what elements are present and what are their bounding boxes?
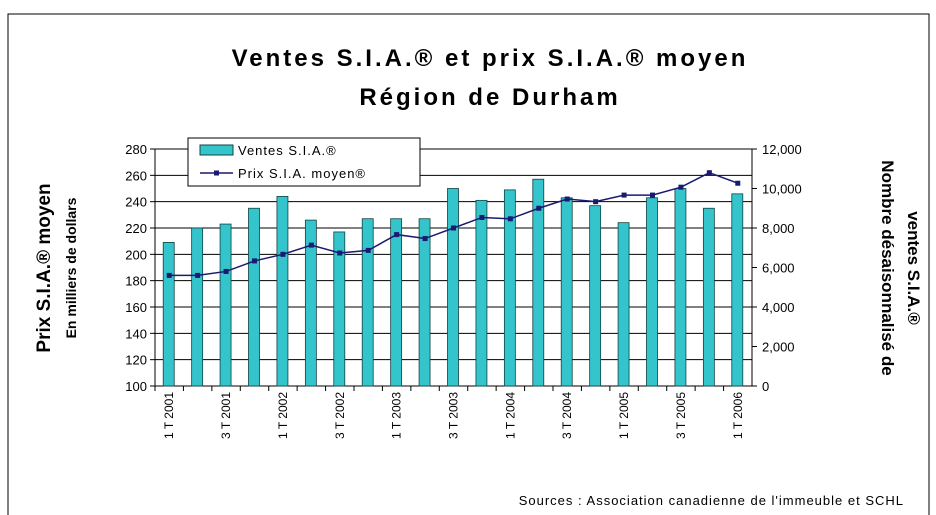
chart-title: Ventes S.I.A.® et prix S.I.A.® moyen (232, 45, 749, 72)
y2-tick-label: 10,000 (762, 182, 802, 197)
y2-tick-label: 8,000 (762, 221, 795, 236)
bar (418, 218, 431, 387)
bar (731, 193, 744, 387)
x-tick-label: 1 T 2003 (390, 392, 404, 439)
bar (532, 178, 545, 387)
y-tick-label: 260 (125, 168, 147, 183)
x-tick-label: 3 T 2005 (674, 392, 688, 439)
bar (560, 197, 573, 387)
y2-axis-title: ventes S.I.A.® (904, 211, 923, 325)
marker (593, 199, 599, 205)
bar (276, 195, 289, 387)
chart-title: Région de Durham (359, 84, 620, 111)
marker (479, 214, 485, 220)
bar (503, 189, 516, 387)
marker (195, 272, 201, 278)
y-tick-label: 200 (125, 247, 147, 262)
y2-tick-label: 0 (762, 379, 769, 394)
marker (422, 236, 428, 242)
marker (735, 180, 741, 186)
legend-swatch (199, 144, 234, 156)
bar (702, 207, 715, 387)
bar (646, 197, 658, 387)
marker (621, 192, 627, 198)
y-tick-label: 180 (125, 274, 147, 289)
marker (564, 196, 570, 202)
y-tick-label: 100 (125, 379, 147, 394)
marker (451, 225, 456, 231)
bar (617, 222, 630, 387)
y-tick-label: 120 (125, 353, 147, 368)
marker (650, 192, 655, 198)
marker (365, 247, 371, 253)
bar (447, 188, 459, 387)
marker (223, 268, 229, 274)
x-tick-label: 1 T 2002 (276, 392, 290, 439)
marker (308, 242, 314, 248)
y-axis-title: Prix S.I.A.® moyen (34, 183, 55, 352)
y2-axis-title: Nombre désaisonnalisé de (878, 160, 897, 375)
marker (678, 184, 684, 190)
marker (337, 250, 343, 256)
bar (219, 223, 232, 387)
y-tick-label: 160 (125, 300, 147, 315)
x-tick-label: 3 T 2002 (333, 392, 347, 439)
x-tick-label: 1 T 2006 (731, 392, 745, 439)
bar (162, 242, 175, 387)
x-tick-label: 1 T 2005 (617, 392, 631, 439)
legend-label: Prix S.I.A. moyen® (238, 166, 366, 181)
y-tick-label: 280 (125, 142, 147, 157)
y-tick-label: 140 (125, 326, 147, 341)
x-tick-label: 3 T 2004 (560, 392, 574, 439)
y2-tick-label: 6,000 (762, 261, 795, 276)
x-tick-label: 1 T 2001 (162, 392, 176, 439)
y2-tick-label: 4,000 (762, 300, 795, 315)
marker (536, 205, 542, 211)
y-tick-label: 240 (125, 195, 147, 210)
marker (252, 258, 257, 264)
x-tick-label: 3 T 2001 (219, 392, 233, 439)
legend-marker (214, 170, 219, 176)
marker (507, 216, 513, 222)
marker (166, 272, 172, 278)
marker (706, 170, 712, 176)
bar (248, 207, 260, 387)
bar (390, 218, 403, 387)
y-tick-label: 220 (125, 221, 147, 236)
marker (394, 232, 400, 238)
legend-label: Ventes S.I.A.® (238, 143, 337, 158)
y2-tick-label: 12,000 (762, 142, 802, 157)
bar (674, 188, 687, 387)
source-note: Sources : Association canadienne de l'im… (519, 493, 904, 508)
bar (589, 205, 602, 387)
x-tick-label: 1 T 2004 (503, 392, 517, 439)
marker (280, 251, 286, 257)
bar (475, 199, 488, 387)
bar (333, 231, 346, 387)
y2-tick-label: 2,000 (762, 340, 795, 355)
bar (191, 227, 204, 387)
bar (304, 219, 317, 387)
x-tick-label: 3 T 2003 (447, 392, 461, 439)
bar (361, 218, 374, 387)
y-axis-subtitle: En milliers de dollars (63, 197, 79, 338)
